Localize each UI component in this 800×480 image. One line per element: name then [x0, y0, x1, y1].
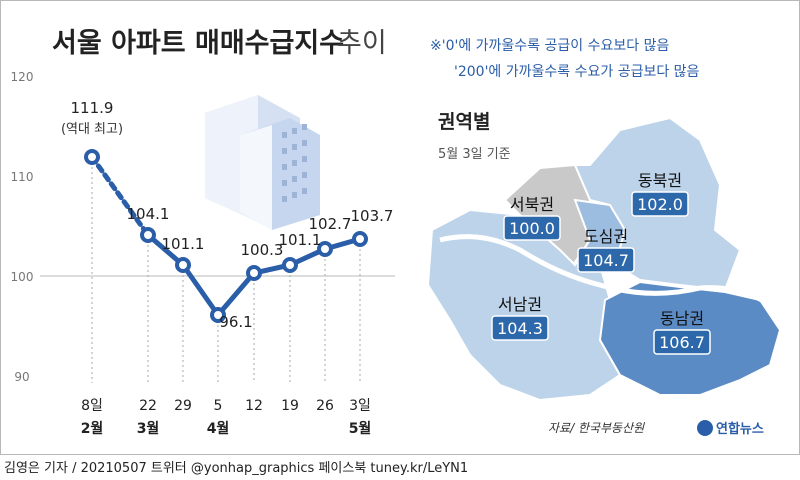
chart-title: 서울 아파트 매매수급지수	[52, 28, 344, 59]
line-chart: 90100110120111.9104.1101.196.1100.3101.1…	[11, 70, 395, 437]
peak-note: (역대 최고)	[61, 122, 123, 137]
series-line-dashed	[89, 154, 151, 238]
data-label: 103.7	[351, 207, 394, 225]
data-point	[84, 149, 100, 165]
y-tick-label: 90	[14, 370, 29, 384]
x-tick-label: 19	[281, 398, 299, 414]
region-value-box	[577, 247, 635, 273]
data-label: 96.1	[219, 313, 252, 331]
region-value-label: 104.7	[583, 251, 629, 270]
region-name-label: 서북권	[510, 195, 554, 214]
data-label: 111.9	[71, 99, 114, 117]
x-month-label: 3월	[137, 420, 160, 437]
x-tick-label: 26	[316, 398, 334, 414]
data-label: 102.7	[309, 215, 352, 233]
x-tick-label: 8일	[81, 398, 103, 414]
x-tick-label: 22	[139, 398, 157, 414]
x-month-label: 4월	[207, 420, 230, 437]
region-value-label: 106.7	[659, 333, 705, 352]
region-name-label: 도심권	[584, 227, 628, 246]
region-value-box	[491, 315, 549, 341]
data-label: 100.3	[241, 241, 284, 259]
series-line	[180, 262, 221, 318]
data-label: 104.1	[127, 205, 170, 223]
data-point	[140, 227, 156, 243]
footer-credit: 김영은 기자 / 20210507 트위터 @yonhap_graphics 페…	[4, 461, 468, 476]
region-value-box	[631, 191, 689, 217]
data-point	[282, 257, 298, 273]
source-note: 자료/ 한국부동산원	[548, 421, 645, 435]
data-point	[210, 307, 226, 323]
region-labels: 서북권 100.0 도심권 104.7 동북권 102.0 서남권 104.3 동남권 106.7	[491, 171, 711, 355]
data-point	[317, 241, 333, 257]
y-tick-label: 100	[11, 270, 34, 284]
yonhap-logo: 연합뉴스	[697, 420, 764, 437]
note-line-2: '200'에 가까울수록 수요가 공급보다 많음	[454, 64, 700, 80]
note-line-1: ※'0'에 가까울수록 공급이 수요보다 많음	[430, 38, 669, 54]
y-tick-label: 110	[11, 170, 34, 184]
data-point	[175, 257, 191, 273]
map-title: 권역별	[438, 111, 490, 133]
apartment-building-icon	[205, 95, 320, 230]
x-tick-label: 5	[214, 398, 223, 414]
data-label: 101.1	[162, 235, 205, 253]
chart-title-suffix: 추이	[337, 28, 387, 59]
series-line	[215, 270, 257, 318]
x-tick-label: 12	[245, 398, 263, 414]
region-value-label: 104.3	[497, 319, 543, 338]
region-name-label: 동북권	[638, 171, 682, 190]
seoul-map	[426, 116, 782, 402]
logo-text: 연합뉴스	[716, 421, 764, 437]
data-point	[246, 265, 262, 281]
x-tick-label: 3일	[349, 398, 371, 414]
y-tick-label: 120	[11, 70, 34, 84]
x-tick-label: 29	[174, 398, 192, 414]
x-month-label: 2월	[81, 420, 104, 437]
x-month-label: 5월	[349, 420, 372, 437]
region-value-label: 100.0	[509, 219, 555, 238]
region-name-label: 서남권	[498, 295, 542, 314]
map-subtitle: 5월 3일 기준	[438, 147, 511, 162]
region-value-box	[503, 215, 561, 241]
region-value-box	[653, 329, 711, 355]
region-value-label: 102.0	[637, 195, 683, 214]
han-river	[439, 234, 772, 308]
region-name-label: 동남권	[660, 309, 704, 328]
data-point	[352, 231, 368, 247]
data-label: 101.1	[279, 231, 322, 249]
